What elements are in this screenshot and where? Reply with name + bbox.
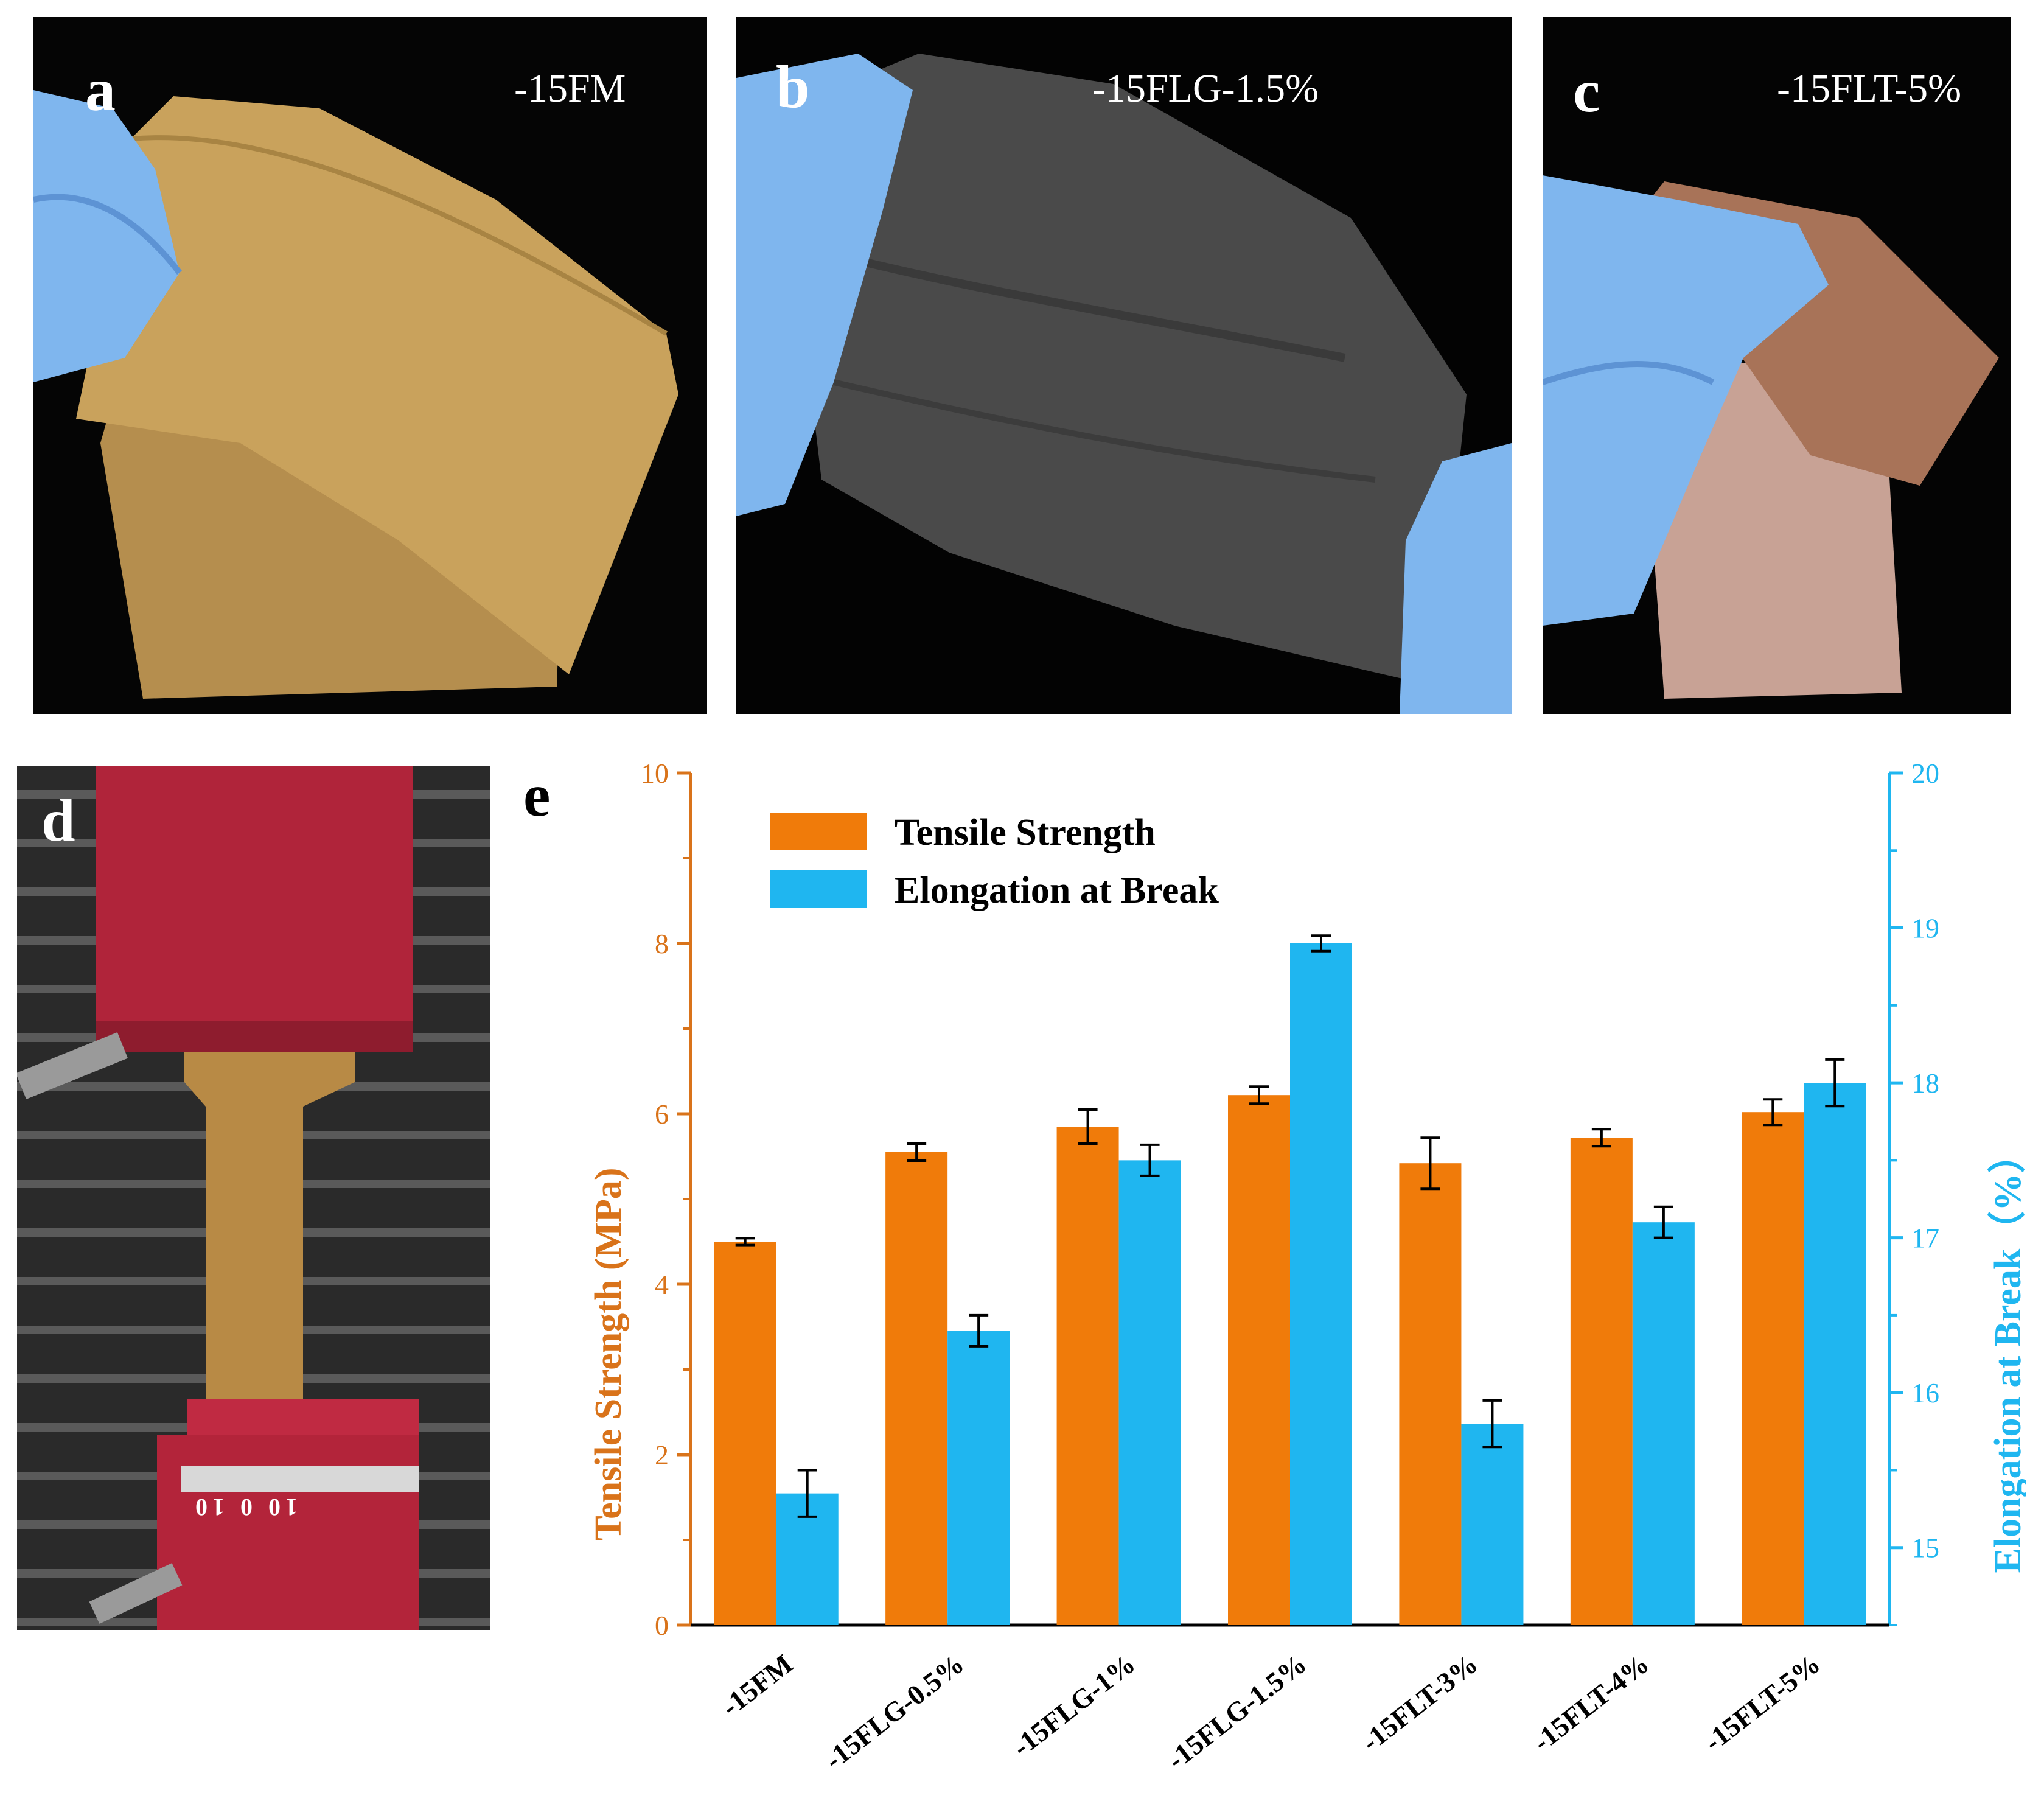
y-right-tick-label: 17 (1911, 1223, 1939, 1254)
legend-label-tensile: Tensile Strength (895, 812, 1156, 853)
bar-tensile-strength (1056, 1127, 1119, 1625)
panel-letter-d: d (41, 786, 75, 854)
y-left-tick-label: 10 (641, 758, 669, 789)
bar-tensile-strength (885, 1152, 948, 1625)
photo-film-15fm (33, 17, 707, 714)
chart-legend: Tensile Strength Elongation at Break (770, 812, 1219, 911)
chart-bars (714, 943, 1866, 1625)
x-category-label: -15FM (716, 1648, 798, 1722)
bar-elongation-at-break (1632, 1222, 1695, 1625)
legend-swatch-tensile (770, 813, 867, 850)
bar-tensile-strength (1570, 1138, 1633, 1625)
x-category-label: -15FLG-0.5% (818, 1648, 969, 1775)
legend-swatch-elongation (770, 870, 867, 908)
panel-letter-e: e (523, 761, 550, 829)
photo-panel-d: d 10 0 10 (17, 766, 490, 1630)
x-category-label: -15FLG-1.5% (1161, 1648, 1312, 1775)
bar-elongation-at-break (1118, 1160, 1181, 1625)
x-category-label: -15FLT-4% (1527, 1648, 1655, 1758)
y-left-tick-label: 0 (655, 1610, 669, 1641)
y-left-tick-label: 4 (655, 1269, 669, 1300)
y-right-tick-label: 18 (1911, 1068, 1939, 1099)
chart-ticks: 0 2 4 6 8 10 15 16 17 18 19 20 (641, 758, 1939, 1641)
bar-elongation-at-break (1290, 943, 1352, 1625)
legend-label-elongation: Elongation at Break (895, 870, 1219, 911)
bar-tensile-strength (1228, 1095, 1290, 1625)
photo-tensile-test (17, 766, 490, 1630)
bar-elongation-at-break (947, 1331, 1010, 1625)
bar-tensile-strength (1742, 1112, 1804, 1625)
x-category-label: -15FLT-3% (1356, 1648, 1484, 1758)
y-right-tick-label: 15 (1911, 1533, 1939, 1564)
bar-elongation-at-break (1461, 1424, 1524, 1625)
y-left-tick-label: 2 (655, 1439, 669, 1471)
y-axis-left-title: Tensile Strength (MPa) (588, 1167, 629, 1540)
y-left-tick-label: 8 (655, 928, 669, 959)
panel-label-c: -15FLT-5% (1777, 66, 1962, 111)
ruler-scale-text: 10 0 10 (190, 1494, 298, 1521)
panel-label-a: -15FM (514, 66, 626, 111)
bar-tensile-strength (1399, 1163, 1462, 1625)
panel-label-b: -15FLG-1.5% (1092, 66, 1319, 111)
y-left-tick-label: 6 (655, 1099, 669, 1130)
x-category-label: -15FLT-5% (1698, 1648, 1826, 1758)
y-right-tick-label: 16 (1911, 1377, 1939, 1408)
photo-film-15flg-1-5 (736, 17, 1512, 714)
panel-letter-c: c (1573, 57, 1600, 125)
y-right-tick-label: 19 (1911, 913, 1939, 944)
panel-letter-b: b (776, 53, 810, 121)
chart-category-labels: -15FM -15FLG-0.5% -15FLG-1% -15FLG-1.5% -15F… (716, 1648, 1826, 1775)
panel-letter-a: a (85, 56, 116, 124)
photo-panel-b: b -15FLG-1.5% (736, 17, 1512, 714)
x-category-label: -15FLG-1% (1006, 1648, 1141, 1763)
y-right-tick-label: 20 (1911, 758, 1939, 789)
photo-panel-a: a -15FM (33, 17, 707, 714)
photo-panel-c: c -15FLT-5% (1543, 17, 2011, 714)
bar-elongation-at-break (1804, 1083, 1866, 1625)
photo-film-15flt-5 (1543, 17, 2011, 714)
y-axis-right-title: Elongation at Break（%） (1986, 1136, 2026, 1573)
bar-tensile-strength (714, 1242, 776, 1625)
chart-error-bars (735, 934, 1845, 1518)
